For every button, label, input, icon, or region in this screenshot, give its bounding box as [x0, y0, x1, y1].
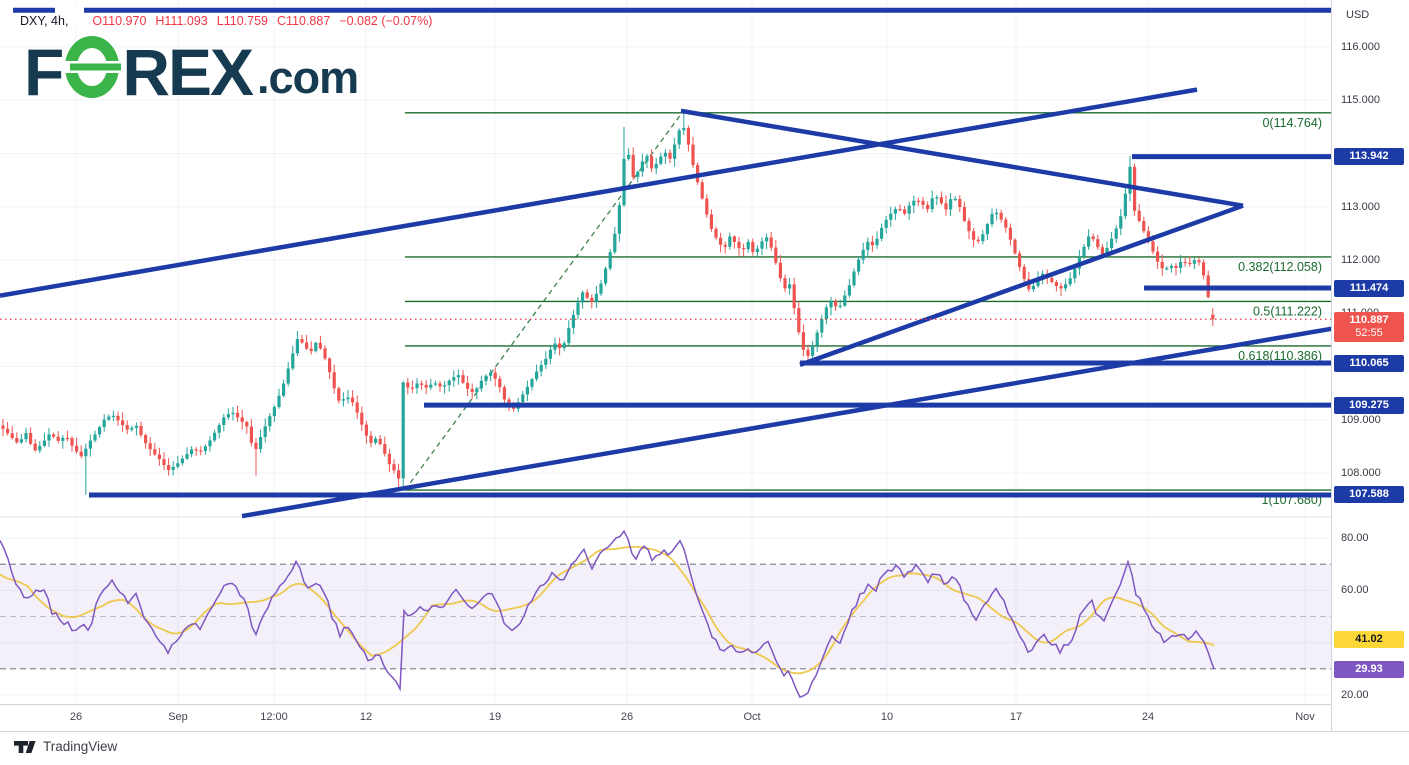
- price-level-badge: 113.942: [1334, 148, 1404, 166]
- time-tick-label: 24: [1141, 711, 1155, 723]
- time-tick-label: Nov: [1295, 711, 1315, 723]
- trend-line: [680, 108, 1244, 208]
- price-level-badge: 110.065: [1334, 354, 1404, 372]
- rsi-bands: [0, 563, 1331, 670]
- close-value: C110.887: [276, 14, 331, 28]
- legend-gap: [55, 6, 84, 14]
- time-tick-label: 26: [620, 711, 634, 723]
- time-tick-label: 26: [69, 711, 83, 723]
- trend-line-drawings[interactable]: [0, 6, 1338, 519]
- rsi-tick-label: 20.00: [1341, 689, 1369, 701]
- price-level-badge: 111.474: [1334, 279, 1404, 297]
- rsi-ma-badge: 41.02: [1334, 631, 1404, 649]
- symbol-legend[interactable]: DXY, 4h, O110.970 H111.093 L110.759 C110.88…: [16, 13, 446, 29]
- price-axis[interactable]: USD 116.000115.000113.000112.000111.0001…: [1331, 0, 1409, 731]
- price-tick-label: 115.000: [1341, 94, 1380, 107]
- ohlc-values: O110.970 H111.093 L110.759 C110.887 −0.082 (…: [92, 14, 441, 28]
- price-level-badge: 107.588: [1334, 486, 1404, 504]
- trend-line: [0, 87, 1198, 298]
- trend-line: [799, 203, 1244, 368]
- symbol-title[interactable]: DXY, 4h,: [20, 14, 69, 28]
- time-tick-label: 19: [488, 711, 502, 723]
- price-tick-label: 109.000: [1341, 413, 1381, 426]
- tradingview-label: TradingView: [43, 739, 118, 754]
- bar-countdown: 52:55: [1355, 327, 1383, 340]
- fib-label: 0.382(112.058): [1238, 260, 1322, 274]
- rsi-tick-label: 60.00: [1341, 584, 1369, 597]
- time-tick-label: Oct: [743, 711, 761, 723]
- time-tick-label: 17: [1009, 711, 1023, 723]
- tradingview-attribution[interactable]: TradingView: [14, 739, 117, 754]
- fib-label: 0.618(110.386): [1238, 349, 1322, 363]
- time-tick-label: Sep: [168, 711, 188, 723]
- rsi-tick-label: 80.00: [1341, 532, 1369, 544]
- last-price-badge: 110.887 52:55: [1334, 312, 1404, 343]
- fib-label: 0(114.764): [1262, 116, 1322, 130]
- price-tick-label: 112.000: [1341, 254, 1380, 266]
- fib-anchor-line: [404, 112, 683, 491]
- fib-label: 0.5(111.222): [1253, 304, 1322, 318]
- price-tick-label: 113.000: [1341, 200, 1380, 213]
- bottom-divider: [0, 731, 1409, 732]
- time-tick-label: 12: [359, 711, 373, 723]
- high-value: H111.093: [155, 14, 208, 28]
- rsi-line: [0, 529, 1215, 699]
- tradingview-logo-icon: [14, 740, 36, 753]
- fib-retracement[interactable]: 0(114.764) 0.382(112.058) 0.5(111.222) 0.61…: [404, 112, 1331, 507]
- axis-currency-label: USD: [1346, 9, 1370, 21]
- time-axis[interactable]: 26 Sep 12:00 12 19 26 Oct 10 17 24 Nov: [0, 704, 1331, 732]
- change-value: −0.082 (−0.07%): [339, 14, 433, 28]
- time-tick-label: 12:00: [260, 711, 288, 723]
- rsi-value-badge: 29.93: [1334, 660, 1404, 678]
- price-tick-label: 108.000: [1341, 467, 1381, 479]
- price-tick-label: 116.000: [1341, 41, 1380, 53]
- candlestick-series: [1, 112, 1215, 495]
- time-tick-label: 10: [880, 711, 894, 723]
- price-level-badge: 109.275: [1334, 396, 1404, 414]
- open-value: O110.970: [92, 14, 147, 28]
- trend-line: [241, 325, 1336, 519]
- low-value: L110.759: [216, 14, 268, 28]
